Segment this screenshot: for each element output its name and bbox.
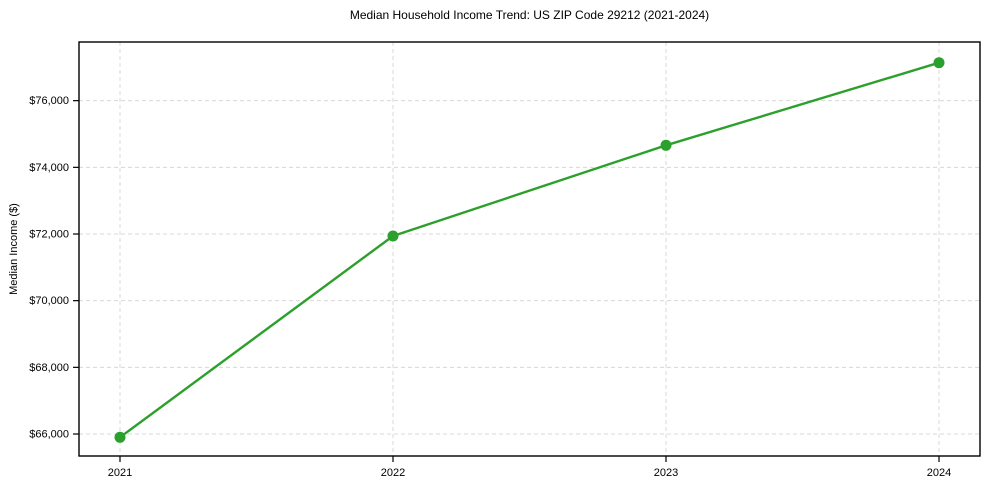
- y-tick-label: $74,000: [29, 162, 69, 174]
- x-tick-label: 2023: [654, 467, 678, 479]
- plot-border: [78, 41, 981, 457]
- data-point-2021: [114, 431, 126, 443]
- y-tick-label: $72,000: [29, 229, 69, 241]
- data-point-2022: [387, 230, 399, 242]
- data-point-2024: [933, 57, 945, 69]
- x-tick-label: 2022: [381, 467, 405, 479]
- x-tick-label: 2024: [927, 467, 951, 479]
- data-point-2023: [660, 139, 672, 151]
- chart-title: Median Household Income Trend: US ZIP Co…: [349, 8, 710, 22]
- y-tick-label: $70,000: [29, 295, 69, 307]
- y-tick-label: $76,000: [29, 95, 69, 107]
- y-tick-label: $68,000: [29, 362, 69, 374]
- trend-line: [118, 61, 941, 439]
- x-tick-label: 2021: [108, 467, 132, 479]
- y-tick-label: $66,000: [29, 429, 69, 441]
